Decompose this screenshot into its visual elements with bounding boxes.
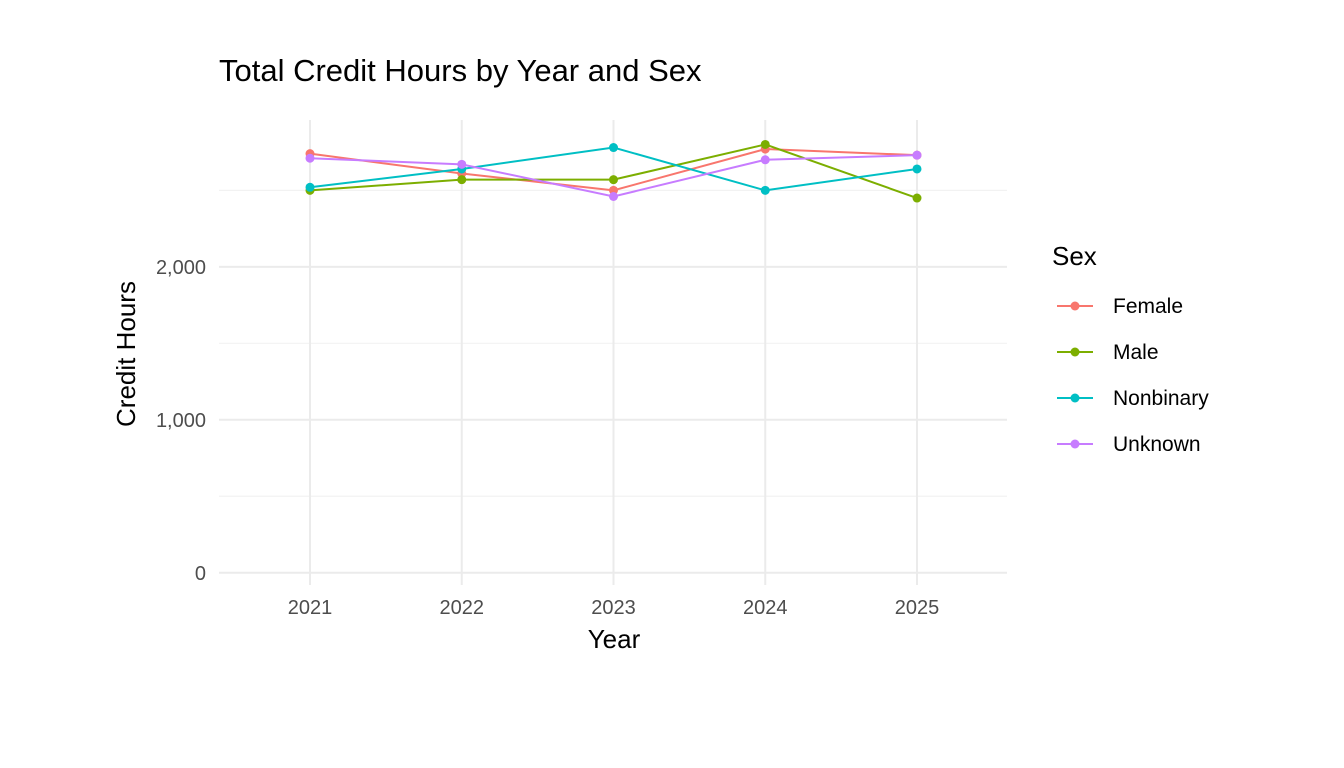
legend-label: Male bbox=[1113, 341, 1159, 364]
y-tick-label: 0 bbox=[195, 563, 206, 585]
series-unknown bbox=[305, 150, 922, 201]
legend-label: Unknown bbox=[1113, 433, 1201, 456]
chart-title: Total Credit Hours by Year and Sex bbox=[219, 53, 702, 88]
data-point-unknown bbox=[609, 191, 618, 201]
x-tick-label: 2025 bbox=[895, 597, 940, 619]
x-tick-label: 2024 bbox=[743, 597, 788, 619]
y-axis-ticks: 0 1,000 2,000 bbox=[156, 257, 206, 585]
x-axis-ticks: 2021 2022 2023 2024 2025 bbox=[288, 597, 940, 619]
legend-label: Female bbox=[1113, 295, 1183, 318]
y-tick-label: 2,000 bbox=[156, 257, 206, 279]
x-axis-title: Year bbox=[588, 624, 641, 654]
legend-key-point bbox=[1070, 301, 1080, 311]
data-point-nonbinary bbox=[912, 164, 922, 174]
data-point-male bbox=[457, 175, 467, 185]
y-axis-title: Credit Hours bbox=[111, 281, 141, 427]
legend-key-point bbox=[1070, 439, 1080, 449]
x-tick-label: 2021 bbox=[288, 597, 333, 619]
legend-title: Sex bbox=[1052, 241, 1097, 271]
data-point-unknown bbox=[305, 153, 315, 163]
data-point-nonbinary bbox=[760, 185, 770, 195]
y-tick-label: 1,000 bbox=[156, 410, 206, 432]
legend: Sex Female Male Nonbinary Unknown bbox=[1052, 241, 1209, 456]
data-point-unknown bbox=[912, 150, 922, 160]
data-point-male bbox=[609, 175, 618, 185]
legend-label: Nonbinary bbox=[1113, 387, 1209, 410]
data-point-nonbinary bbox=[305, 182, 315, 192]
data-point-nonbinary bbox=[609, 143, 618, 153]
series-nonbinary bbox=[305, 143, 922, 195]
x-tick-label: 2023 bbox=[591, 597, 636, 619]
legend-item-nonbinary: Nonbinary bbox=[1057, 387, 1209, 410]
x-tick-label: 2022 bbox=[440, 597, 485, 619]
data-point-unknown bbox=[457, 159, 467, 169]
legend-item-unknown: Unknown bbox=[1057, 433, 1201, 456]
data-point-male bbox=[760, 139, 770, 149]
legend-item-female: Female bbox=[1057, 295, 1183, 318]
legend-item-male: Male bbox=[1057, 341, 1159, 364]
legend-key-point bbox=[1070, 347, 1080, 357]
data-point-unknown bbox=[760, 155, 770, 165]
data-point-male bbox=[912, 193, 922, 203]
series-lines bbox=[305, 139, 922, 203]
legend-items: Female Male Nonbinary Unknown bbox=[1057, 295, 1209, 456]
legend-key-point bbox=[1070, 393, 1080, 403]
